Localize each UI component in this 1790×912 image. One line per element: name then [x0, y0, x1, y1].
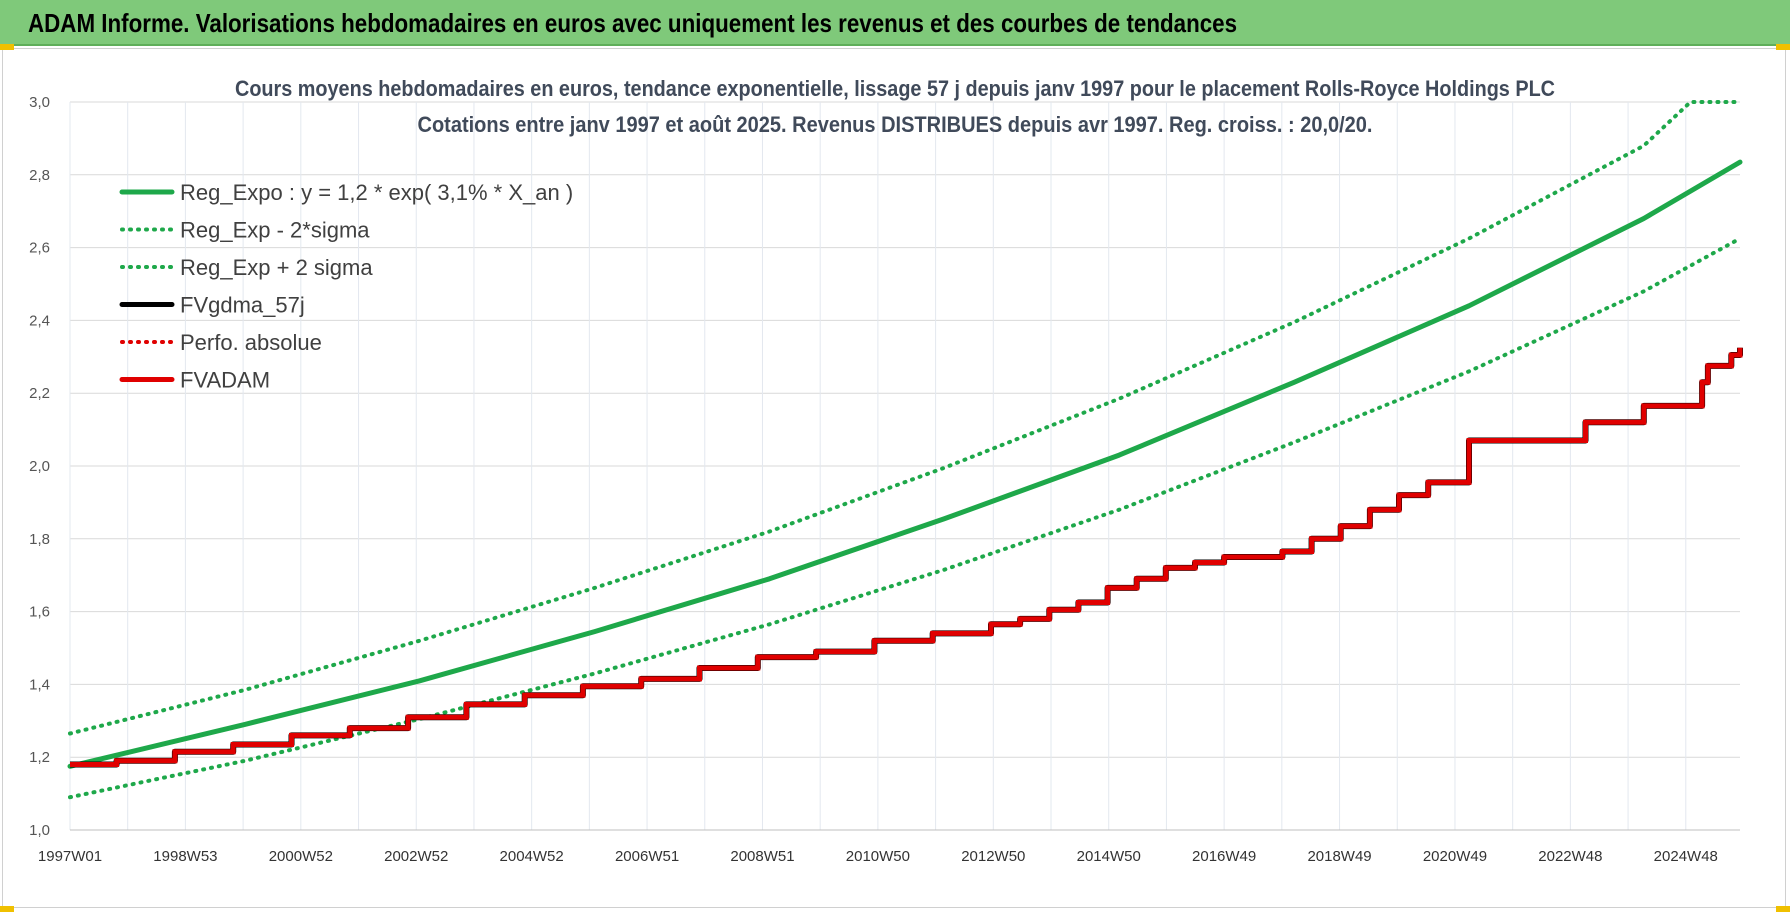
y-tick-label: 3,0 — [29, 94, 50, 111]
x-tick-label: 2012W50 — [961, 848, 1025, 865]
x-tick-label: 2006W51 — [615, 848, 679, 865]
frame-corner-marker — [0, 906, 14, 912]
frame-corner-marker — [0, 44, 14, 50]
legend-label: FVADAM — [180, 368, 270, 393]
y-tick-label: 2,6 — [29, 240, 50, 257]
x-tick-label: 2020W49 — [1423, 848, 1487, 865]
x-tick-label: 2010W50 — [846, 848, 910, 865]
report-title: ADAM Informe. Valorisations hebdomadaire… — [28, 8, 1238, 38]
series-lines — [67, 100, 1743, 800]
series-line-fvadam — [70, 347, 1743, 767]
legend: Reg_Expo : y = 1,2 * exp( 3,1% * X_an ) R… — [119, 180, 573, 393]
y-tick-label: 1,0 — [29, 822, 50, 839]
y-tick-label: 1,6 — [29, 604, 50, 621]
series-line-fvgdma-57j — [70, 347, 1743, 768]
x-tick-label: 2018W49 — [1307, 848, 1371, 865]
grid — [69, 101, 1740, 831]
series-line-reg-expo — [67, 159, 1743, 769]
y-tick-label: 2,8 — [29, 167, 50, 184]
report-banner: ADAM Informe. Valorisations hebdomadaire… — [0, 0, 1790, 46]
y-axis-ticks: 1,0 1,2 1,4 1,6 1,8 2,0 2,2 2,4 2,6 2,8 3,0 — [29, 94, 50, 839]
legend-label: FVgdma_57j — [180, 293, 305, 318]
series-line-reg-exp-minus-2sigma — [68, 236, 1742, 800]
chart-frame — [2, 48, 1786, 908]
y-tick-label: 1,2 — [29, 749, 50, 766]
x-tick-label: 2000W52 — [269, 848, 333, 865]
legend-label: Reg_Exp + 2 sigma — [180, 255, 373, 280]
x-tick-label: 2014W50 — [1077, 848, 1141, 865]
x-tick-label: 2008W51 — [730, 848, 794, 865]
y-tick-label: 1,4 — [29, 676, 50, 693]
y-tick-label: 2,2 — [29, 385, 50, 402]
x-tick-label: 2016W49 — [1192, 848, 1256, 865]
legend-label: Perfo. absolue — [180, 330, 322, 355]
y-tick-label: 1,8 — [29, 531, 50, 548]
x-tick-label: 2004W52 — [500, 848, 564, 865]
x-tick-label: 2002W52 — [384, 848, 448, 865]
series-line-reg-exp-plus-2sigma — [68, 100, 1742, 736]
legend-label: Reg_Expo : y = 1,2 * exp( 3,1% * X_an ) — [180, 180, 573, 205]
x-tick-label: 1998W53 — [153, 848, 217, 865]
frame-corner-marker — [1776, 906, 1790, 912]
legend-label: Reg_Exp - 2*sigma — [180, 218, 370, 243]
chart-title-line1: Cours moyens hebdomadaires en euros, ten… — [235, 76, 1555, 101]
chart-title-line2: Cotations entre janv 1997 et août 2025. … — [418, 112, 1373, 137]
x-tick-label: 1997W01 — [38, 848, 102, 865]
y-tick-label: 2,4 — [29, 312, 50, 329]
y-tick-label: 2,0 — [29, 458, 50, 475]
frame-corner-marker — [1776, 44, 1790, 50]
x-tick-label: 2022W48 — [1538, 848, 1602, 865]
x-tick-label: 2024W48 — [1654, 848, 1718, 865]
x-axis-ticks: 1997W01 1998W53 2000W52 2002W52 2004W52 2006W… — [38, 848, 1718, 865]
